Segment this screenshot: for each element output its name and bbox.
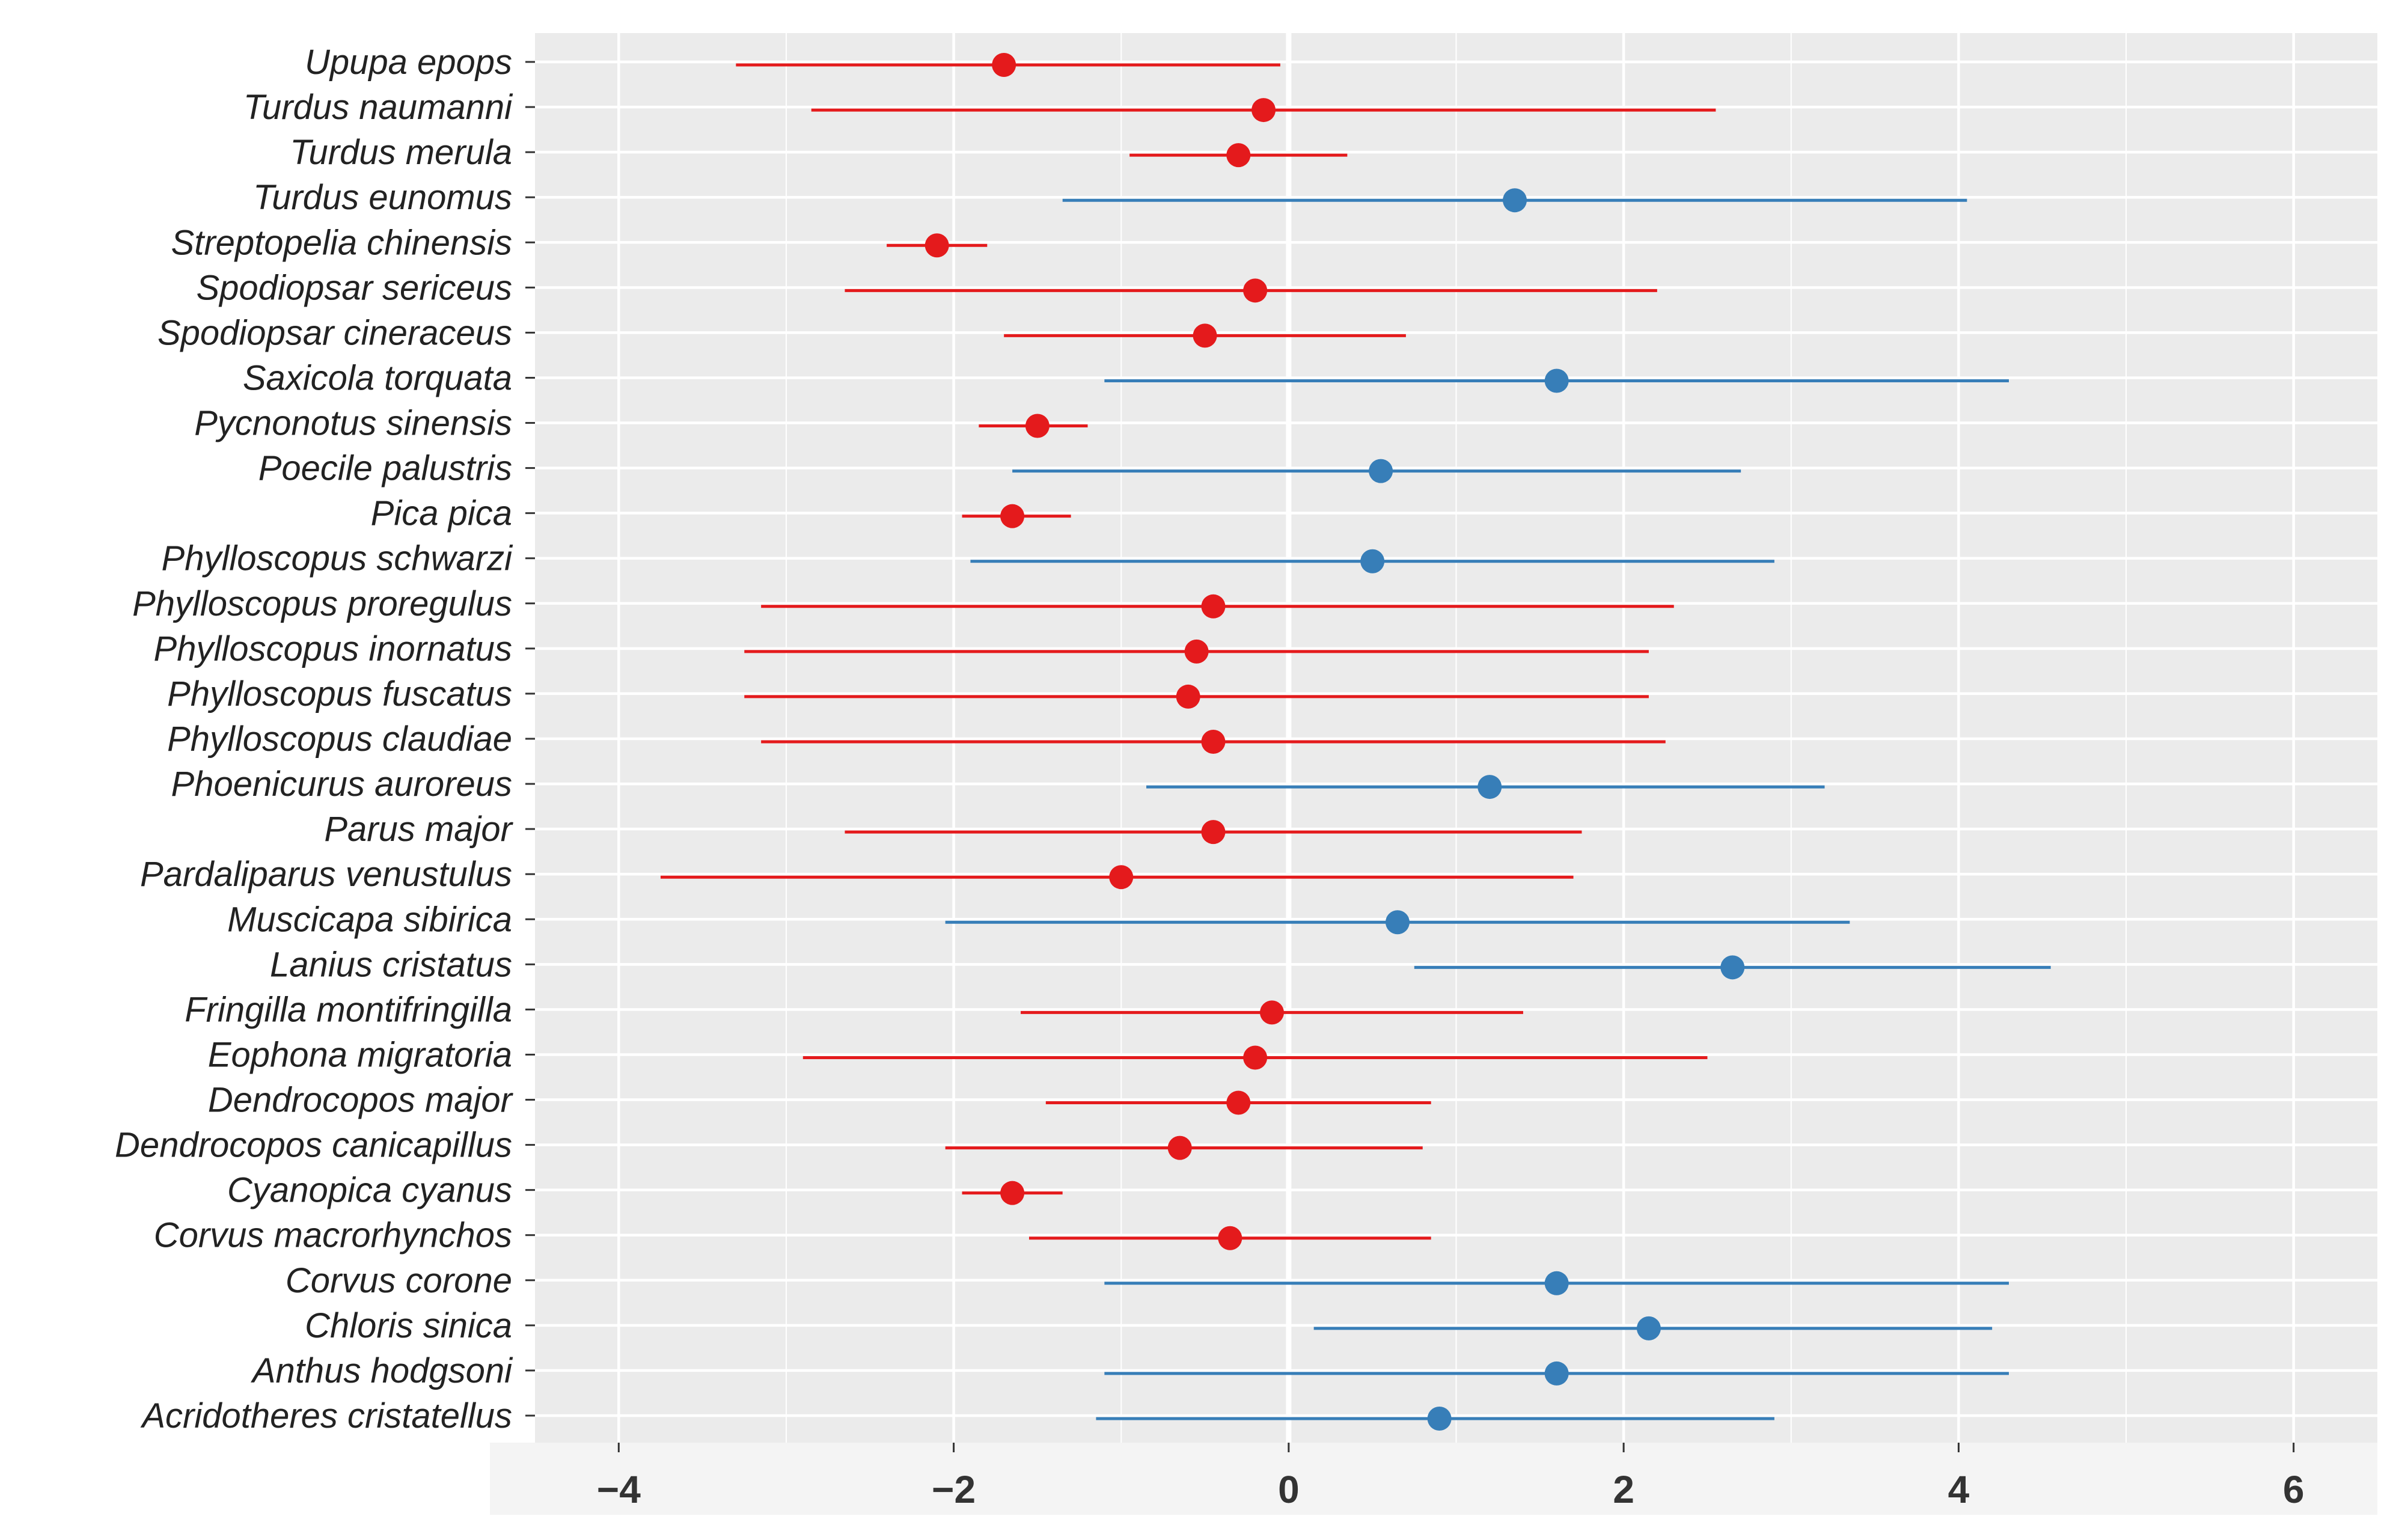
species-label: Parus major <box>324 810 513 849</box>
estimate-point <box>1218 1226 1242 1250</box>
estimate-point <box>1243 278 1268 303</box>
x-tick-label: 4 <box>1948 1468 1970 1511</box>
species-label: Muscicapa sibirica <box>227 900 512 939</box>
species-label: Pica pica <box>371 494 512 533</box>
x-tick-label: 6 <box>2283 1468 2305 1511</box>
estimate-point <box>1369 459 1393 483</box>
species-label: Corvus corone <box>286 1261 512 1300</box>
estimate-point <box>1544 368 1569 393</box>
x-tick-label: −4 <box>597 1468 641 1511</box>
species-label: Corvus macrorhynchos <box>154 1216 512 1255</box>
estimate-point <box>1385 910 1410 935</box>
estimate-point <box>1243 1045 1268 1070</box>
species-label: Spodiopsar cineraceus <box>157 313 512 352</box>
species-label: Phylloscopus claudiae <box>167 720 512 759</box>
species-label: Acridotheres cristatellus <box>140 1396 512 1435</box>
x-tick-label: −2 <box>932 1468 976 1511</box>
species-label: Phylloscopus schwarzi <box>162 539 514 578</box>
estimate-point <box>1201 594 1226 619</box>
y-axis-labels: Upupa epops Turdus naumanni Turdus merula T… <box>115 43 514 1435</box>
species-label: Turdus eunomus <box>253 178 512 217</box>
estimate-point <box>1503 188 1527 213</box>
tick-layer <box>525 61 2295 1452</box>
species-label: Phylloscopus inornatus <box>154 629 512 668</box>
species-label: Dendrocopos canicapillus <box>115 1126 512 1165</box>
species-label: Phylloscopus proregulus <box>132 584 512 623</box>
species-label: Streptopelia chinensis <box>171 223 512 262</box>
estimate-point <box>1184 639 1209 664</box>
estimate-point <box>1260 1000 1284 1025</box>
estimate-point <box>1360 549 1385 573</box>
estimate-point <box>1251 98 1276 123</box>
species-label: Cyanopica cyanus <box>227 1171 512 1210</box>
estimate-point <box>1201 730 1226 754</box>
species-label: Spodiopsar sericeus <box>196 268 512 307</box>
species-label: Saxicola torquata <box>243 358 512 397</box>
estimate-point <box>1226 143 1251 168</box>
species-label: Eophona migratoria <box>208 1035 512 1074</box>
estimate-point <box>1544 1271 1569 1295</box>
estimate-point <box>1176 684 1200 709</box>
estimate-point <box>1000 1181 1025 1205</box>
estimate-point <box>1109 865 1134 890</box>
x-axis-strip <box>490 1443 2377 1515</box>
species-label: Poecile palustris <box>258 449 512 488</box>
species-label: Chloris sinica <box>305 1306 512 1345</box>
estimate-point <box>1000 504 1025 528</box>
x-tick-label: 0 <box>1278 1468 1300 1511</box>
species-label: Turdus naumanni <box>243 88 513 127</box>
estimate-point <box>1427 1407 1452 1431</box>
species-label: Pycnonotus sinensis <box>194 404 512 443</box>
estimate-point <box>924 233 949 258</box>
estimate-point <box>1167 1135 1192 1160</box>
species-label: Anthus hodgsoni <box>251 1351 513 1390</box>
species-label: Turdus merula <box>290 133 512 172</box>
estimate-point <box>1477 775 1502 799</box>
estimate-point <box>1636 1316 1661 1340</box>
species-label: Phylloscopus fuscatus <box>167 674 512 714</box>
estimate-point <box>1720 955 1745 980</box>
estimate-point <box>1544 1361 1569 1386</box>
species-label: Fringilla montifringilla <box>185 990 512 1029</box>
species-label: Upupa epops <box>305 43 512 82</box>
estimate-point <box>1193 323 1217 348</box>
species-label: Lanius cristatus <box>270 945 512 984</box>
species-label: Phoenicurus auroreus <box>171 765 512 804</box>
species-label: Dendrocopos major <box>208 1081 514 1120</box>
species-label: Pardaliparus venustulus <box>140 855 512 894</box>
estimate-point <box>1201 820 1226 845</box>
x-axis-labels: −4 −2 0 2 4 6 <box>597 1468 2305 1511</box>
x-tick-label: 2 <box>1613 1468 1634 1511</box>
estimate-point <box>1025 414 1050 438</box>
estimate-point <box>992 53 1016 77</box>
data-marks <box>660 53 2051 1431</box>
estimate-point <box>1226 1090 1251 1115</box>
grid-layer <box>535 33 2377 1443</box>
